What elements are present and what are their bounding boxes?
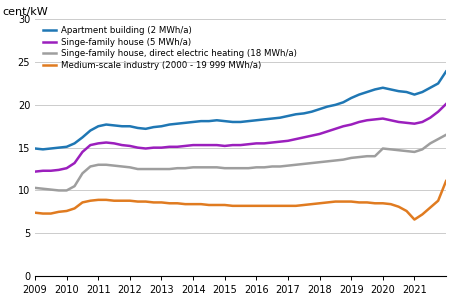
Line: Medium-scale industry (2000 - 19 999 MWh/a): Medium-scale industry (2000 - 19 999 MWh…: [35, 181, 446, 220]
Apartment building (2 MWh/a): [277, 116, 283, 120]
Line: Singe-family house, direct electric heating (18 MWh/a): Singe-family house, direct electric heat…: [35, 135, 446, 191]
Medium-scale industry (2000 - 19 999 MWh/a): [270, 204, 275, 208]
Medium-scale industry (2000 - 19 999 MWh/a): [143, 200, 149, 203]
Singe-family house (5 MWh/a): [348, 123, 354, 126]
Singe-family house (5 MWh/a): [443, 102, 449, 106]
Line: Apartment building (2 MWh/a): Apartment building (2 MWh/a): [35, 72, 446, 149]
Apartment building (2 MWh/a): [443, 70, 449, 73]
Medium-scale industry (2000 - 19 999 MWh/a): [348, 200, 354, 203]
Singe-family house, direct electric heating (18 MWh/a): [277, 165, 283, 168]
Singe-family house, direct electric heating (18 MWh/a): [32, 186, 38, 190]
Medium-scale industry (2000 - 19 999 MWh/a): [443, 179, 449, 183]
Medium-scale industry (2000 - 19 999 MWh/a): [396, 205, 401, 208]
Singe-family house, direct electric heating (18 MWh/a): [443, 133, 449, 137]
Singe-family house (5 MWh/a): [293, 137, 299, 141]
Singe-family house, direct electric heating (18 MWh/a): [56, 189, 62, 192]
Medium-scale industry (2000 - 19 999 MWh/a): [32, 211, 38, 214]
Singe-family house, direct electric heating (18 MWh/a): [151, 167, 156, 171]
Line: Singe-family house (5 MWh/a): Singe-family house (5 MWh/a): [35, 104, 446, 172]
Apartment building (2 MWh/a): [404, 90, 409, 94]
Legend: Apartment building (2 MWh/a), Singe-family house (5 MWh/a), Singe-family house, : Apartment building (2 MWh/a), Singe-fami…: [43, 26, 297, 70]
Apartment building (2 MWh/a): [32, 147, 38, 150]
Apartment building (2 MWh/a): [40, 148, 46, 151]
Singe-family house (5 MWh/a): [277, 140, 283, 143]
Singe-family house (5 MWh/a): [143, 147, 149, 150]
Medium-scale industry (2000 - 19 999 MWh/a): [277, 204, 283, 208]
Singe-family house, direct electric heating (18 MWh/a): [285, 164, 291, 167]
Apartment building (2 MWh/a): [151, 125, 156, 129]
Apartment building (2 MWh/a): [357, 93, 362, 96]
Singe-family house, direct electric heating (18 MWh/a): [301, 162, 307, 166]
Singe-family house, direct electric heating (18 MWh/a): [404, 149, 409, 153]
Apartment building (2 MWh/a): [285, 114, 291, 118]
Singe-family house (5 MWh/a): [32, 170, 38, 173]
Singe-family house (5 MWh/a): [270, 141, 275, 144]
Singe-family house (5 MWh/a): [396, 120, 401, 124]
Apartment building (2 MWh/a): [301, 112, 307, 115]
Medium-scale industry (2000 - 19 999 MWh/a): [293, 204, 299, 208]
Medium-scale industry (2000 - 19 999 MWh/a): [412, 218, 417, 221]
Text: cent/kW: cent/kW: [2, 7, 48, 17]
Singe-family house, direct electric heating (18 MWh/a): [357, 155, 362, 159]
